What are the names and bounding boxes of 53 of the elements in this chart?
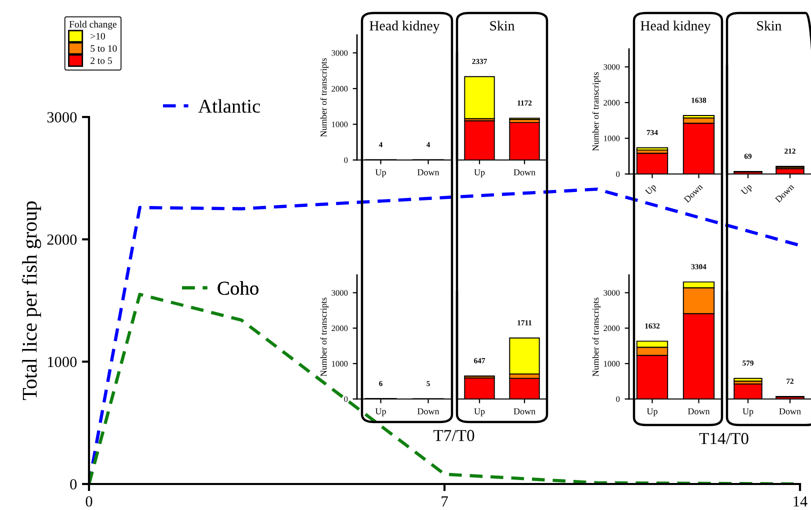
x-tick-label: Up — [742, 408, 754, 416]
y-tick-label: 2000 — [604, 325, 620, 332]
legend-label: 5 to 10 — [90, 45, 117, 52]
y-tick-label: 3000 — [332, 290, 348, 296]
y-tick-label: 0 — [344, 396, 348, 402]
x-tick-label: Up — [375, 408, 386, 416]
y-tick-label: 3000 — [47, 112, 77, 122]
chart-title: Skin — [757, 20, 782, 30]
x-tick-label: Up — [646, 408, 658, 416]
x-tick-label: 0 — [86, 496, 92, 507]
annotation: T14/T0 — [699, 432, 748, 444]
x-tick-label: Down — [779, 408, 801, 414]
x-tick-label: Up — [474, 169, 485, 178]
y-tick-label: 2000 — [47, 234, 77, 245]
x-tick-label: Up — [740, 184, 754, 196]
legend-label: >10 — [90, 32, 105, 40]
x-tick-label: Up — [474, 408, 485, 416]
y-tick-label: 2000 — [332, 86, 348, 92]
x-tick-label: Up — [375, 169, 386, 178]
chart-title: Head kidney — [370, 20, 440, 34]
y-axis-title: Number of transcripts — [592, 72, 601, 151]
legend-label: Coho — [218, 281, 258, 295]
x-tick-label: 14 — [794, 496, 808, 506]
y-tick-label: 2000 — [604, 100, 620, 106]
x-tick-label: Down — [417, 169, 440, 176]
y-axis-title: Number of transcripts — [320, 58, 329, 137]
legend-label: Atlantic — [198, 99, 260, 113]
x-tick-label: 7 — [442, 496, 448, 506]
y-tick-label: 1000 — [48, 356, 77, 368]
y-tick-label: 1000 — [604, 136, 620, 142]
chart-title: Skin — [490, 20, 515, 30]
chart-title: Head kidney — [640, 20, 711, 34]
x-tick-label: Up — [644, 184, 658, 196]
y-tick-label: 1000 — [604, 360, 620, 367]
legend-label: 2 to 5 — [90, 57, 112, 64]
y-axis-title: Total lice per fish group — [22, 201, 42, 400]
y-tick-label: 0 — [344, 157, 348, 163]
y-tick-label: 3000 — [604, 290, 620, 296]
y-tick-label: 3000 — [332, 50, 348, 56]
y-tick-label: 3000 — [604, 64, 620, 70]
x-tick-label: Down — [417, 408, 440, 414]
legend-title: Fold change — [69, 20, 117, 30]
y-axis-title: Number of transcripts — [320, 298, 329, 376]
y-tick-label: 0 — [616, 396, 620, 402]
annotation: T7/T0 — [433, 430, 474, 442]
y-axis-title: Number of transcripts — [592, 298, 601, 376]
y-tick-label: 1000 — [332, 360, 348, 367]
x-tick-label: Down — [514, 408, 536, 414]
y-tick-label: 0 — [70, 479, 77, 490]
y-tick-label: 1000 — [332, 122, 348, 128]
x-tick-label: Down — [514, 169, 536, 176]
y-tick-label: 2000 — [332, 325, 348, 332]
x-tick-label: Down — [688, 408, 710, 414]
